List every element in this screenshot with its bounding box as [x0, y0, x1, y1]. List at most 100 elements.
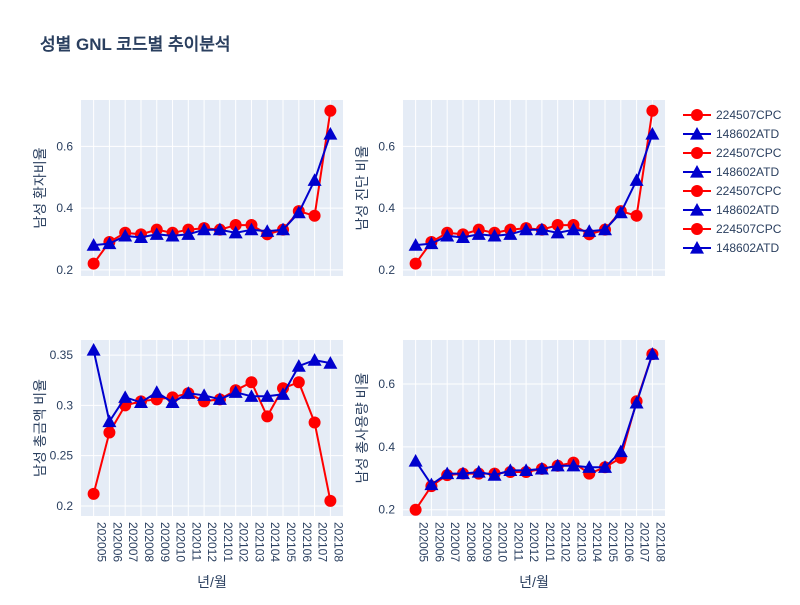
- x-tick-label: 202108: [331, 522, 345, 562]
- data-point-148602ATD: [118, 390, 133, 403]
- data-point-148602ATD: [102, 414, 117, 428]
- data-point-224507CPC: [324, 494, 337, 507]
- data-point-148602ATD: [534, 461, 549, 475]
- x-tick-label: 202007: [448, 522, 462, 562]
- y-axis-label: 남성 진단 비율: [354, 145, 370, 230]
- data-point-148602ATD: [86, 343, 101, 356]
- data-point-224507CPC: [261, 410, 274, 423]
- y-tick-label: 0.2: [378, 503, 395, 517]
- x-tick-label: 202008: [142, 522, 156, 562]
- data-point-148602ATD: [503, 463, 518, 477]
- data-point-148602ATD: [291, 359, 306, 372]
- data-point-148602ATD: [519, 222, 534, 236]
- data-point-148602ATD: [440, 466, 455, 480]
- legend-entry-label: 224507CPC: [716, 222, 782, 236]
- x-tick-label: 202012: [527, 522, 541, 562]
- data-point-148602ATD: [244, 389, 259, 402]
- data-point-224507CPC: [630, 209, 643, 222]
- data-point-148602ATD: [629, 395, 644, 409]
- y-tick-label: 0.2: [56, 499, 73, 513]
- legend-entry-label: 148602ATD: [716, 241, 779, 255]
- y-tick-label: 0.6: [378, 377, 395, 391]
- data-point-148602ATD: [102, 236, 117, 250]
- data-point-148602ATD: [550, 225, 565, 239]
- data-point-148602ATD: [276, 222, 291, 236]
- x-tick-label: 202011: [511, 522, 525, 561]
- data-point-224507CPC: [324, 104, 337, 117]
- data-point-148602ATD: [181, 227, 196, 240]
- y-axis-label: 남성 총사용량 비율: [354, 372, 370, 483]
- data-point-148602ATD: [165, 395, 180, 408]
- data-point-148602ATD: [408, 454, 423, 467]
- x-tick-label: 202107: [316, 522, 330, 562]
- legend-marker: [690, 241, 704, 254]
- data-point-224507CPC: [292, 376, 305, 389]
- data-point-224507CPC: [245, 376, 258, 389]
- data-point-148602ATD: [133, 395, 148, 408]
- x-tick-label: 202107: [638, 522, 652, 562]
- data-point-224507CPC: [646, 104, 659, 117]
- data-point-148602ATD: [613, 444, 628, 458]
- data-point-148602ATD: [118, 228, 133, 242]
- x-tick-label: 202011: [189, 522, 203, 561]
- data-point-148602ATD: [534, 222, 549, 236]
- data-point-148602ATD: [260, 389, 275, 402]
- x-tick-label: 202010: [496, 522, 510, 562]
- data-point-148602ATD: [613, 205, 628, 219]
- x-tick-label: 202009: [480, 522, 494, 562]
- data-point-148602ATD: [440, 228, 455, 242]
- data-point-148602ATD: [550, 458, 565, 472]
- y-tick-label: 0.2: [378, 263, 395, 277]
- data-point-148602ATD: [133, 230, 148, 244]
- x-tick-label: 202105: [284, 522, 298, 562]
- data-point-224507CPC: [87, 257, 100, 270]
- data-point-148602ATD: [598, 222, 613, 236]
- legend-entry-label: 148602ATD: [716, 203, 779, 217]
- data-point-224507CPC: [308, 209, 321, 222]
- data-point-148602ATD: [197, 222, 212, 236]
- x-tick-label: 202007: [126, 522, 140, 562]
- legend-marker: [691, 185, 703, 197]
- data-point-148602ATD: [424, 477, 439, 491]
- x-tick-label: 202108: [653, 522, 667, 562]
- y-tick-label: 0.4: [56, 201, 73, 215]
- subplot-1: 0.2 0.4 0.6 남성 환자비율: [32, 100, 343, 277]
- legend: 224507CPC 148602ATD 224507CPC 148602ATD 2245…: [683, 108, 782, 255]
- x-tick-label: 202010: [174, 522, 188, 562]
- x-axis-label: 년/월: [197, 574, 227, 590]
- x-tick-label: 202101: [543, 522, 557, 562]
- data-point-148602ATD: [598, 460, 613, 473]
- data-point-148602ATD: [86, 238, 101, 251]
- x-tick-label: 202104: [590, 522, 604, 562]
- data-point-148602ATD: [582, 460, 597, 473]
- data-point-224507CPC: [551, 219, 564, 232]
- data-point-224507CPC: [87, 487, 100, 500]
- y-tick-label: 0.6: [378, 139, 395, 153]
- data-point-148602ATD: [197, 388, 212, 401]
- chart-title: 성별 GNL 코드별 추이분석: [40, 35, 231, 54]
- data-point-148602ATD: [244, 222, 259, 236]
- plot-area: [81, 100, 343, 276]
- data-point-224507CPC: [409, 503, 422, 516]
- x-axis-label: 년/월: [519, 574, 549, 590]
- y-tick-label: 0.3: [56, 398, 73, 412]
- data-point-148602ATD: [307, 353, 322, 366]
- x-tick-label: 202105: [606, 522, 620, 562]
- data-point-148602ATD: [645, 126, 660, 140]
- legend-marker: [691, 147, 703, 159]
- data-point-148602ATD: [566, 222, 581, 236]
- x-tick-label: 202101: [221, 522, 235, 562]
- data-point-148602ATD: [471, 227, 486, 240]
- data-point-224507CPC: [103, 426, 116, 439]
- legend-marker: [690, 127, 704, 140]
- series-line-148602ATD: [414, 353, 654, 487]
- legend-entry-label: 148602ATD: [716, 127, 779, 141]
- x-tick-label: 202106: [622, 522, 636, 562]
- x-tick-label: 202103: [252, 522, 266, 562]
- data-point-148602ATD: [149, 385, 164, 398]
- data-point-148602ATD: [260, 224, 275, 237]
- x-tick-label: 202102: [237, 522, 251, 562]
